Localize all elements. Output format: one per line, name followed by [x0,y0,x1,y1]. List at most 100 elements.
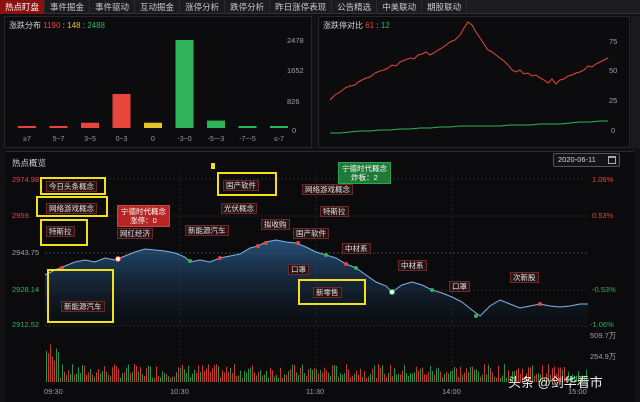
volume-bar [234,364,235,382]
calendar-icon[interactable] [608,156,616,164]
volume-bar [482,374,483,382]
tag-jinri-toutiao[interactable]: 今日头条概念 [46,181,97,192]
tab-6[interactable]: 昨日涨停表现 [270,0,333,14]
tag-wangluo-youxi[interactable]: 网络游戏概念 [46,203,97,214]
volume-bar [168,376,169,382]
volume-bar [314,368,315,382]
x-label-3: 14:00 [442,387,461,396]
volume-bar [380,367,381,382]
tag-acquisition[interactable]: 拟收购 [261,219,290,230]
volume-bar [558,367,559,382]
volume-bar [406,373,407,382]
main-title: 热点概览 [12,158,47,168]
tag-photovoltaic[interactable]: 光伏概念 [221,203,257,214]
tag-wanghong[interactable]: 网红经济 [117,228,153,239]
volume-bar [252,365,253,382]
tag-domestic-software-1[interactable]: 国产软件 [223,180,259,191]
volume-bar [450,371,451,382]
volume-bar [376,377,377,382]
volume-bar [190,377,191,382]
tag-mask-1[interactable]: 口罩 [288,264,309,275]
tag-catl-limit-up[interactable]: 宁德时代概念 涨停：0 [117,205,170,227]
volume-bar [172,376,173,382]
tag-mask-2[interactable]: 口罩 [449,281,470,292]
volume-bar [166,373,167,382]
volume-bar [334,365,335,382]
volume-bar [408,375,409,382]
y-left-2: 2943.75 [12,248,40,257]
tag-domestic-software-2[interactable]: 国产软件 [293,228,329,239]
tag-new-retail[interactable]: 新零售 [313,287,342,298]
volume-bar [302,364,303,382]
tag-zhongcai-2[interactable]: 中材系 [398,260,427,271]
volume-bar [286,374,287,382]
volume-bar [474,369,475,382]
sep: : [376,21,379,30]
volume-bar [142,374,143,382]
tab-8[interactable]: 中美联动 [377,0,423,14]
volume-bar [162,371,163,382]
updown-ytick-0: 2478 [287,36,304,45]
volume-bar [368,376,369,382]
volume-bar [120,377,121,382]
volume-bar [496,377,497,382]
tab-9[interactable]: 期股联动 [422,0,468,14]
volume-bar [372,368,373,382]
updown-xlabel-3: 0~3 [116,136,128,143]
volume-bar [288,371,289,382]
volume-bar [102,371,103,382]
tag-wangluo-youxi-2[interactable]: 网络游戏概念 [302,184,353,195]
tab-1[interactable]: 事件掘金 [45,0,91,14]
volume-bar [280,367,281,382]
volume-bar [76,373,77,382]
volume-bar [154,377,155,382]
volume-bar [94,376,95,382]
volume-bar [490,367,491,382]
date-picker[interactable]: 2020-06-11 [553,153,620,167]
highlight-box-left-2 [36,196,108,217]
volume-bar [466,368,467,382]
volume-bar [232,372,233,382]
updown-xlabel-6: -5~-3 [208,136,225,143]
tag-tesla-1[interactable]: 特斯拉 [46,226,75,237]
tag-new-energy-car-2[interactable]: 新能源汽车 [185,225,229,236]
tab-3[interactable]: 互动掘金 [135,0,181,14]
volume-bar [516,370,517,382]
volume-bar [352,375,353,382]
volume-bar [116,365,117,382]
volume-bar [106,371,107,382]
volume-bar [274,376,275,382]
volume-bar [170,377,171,382]
tab-5[interactable]: 跌停分析 [225,0,271,14]
volume-bar [448,373,449,382]
vertical-scrollbar[interactable] [631,16,640,148]
tab-0[interactable]: 热点盯盘 [0,0,46,14]
volume-bar [68,370,69,382]
volume-bar [198,365,199,382]
tag-new-energy-car-1[interactable]: 新能源汽车 [61,301,105,312]
volume-bar [90,368,91,382]
tab-4[interactable]: 涨停分析 [180,0,226,14]
volume-bar [556,373,557,382]
volume-bar [86,374,87,382]
volume-bar [294,364,295,382]
tab-2[interactable]: 事件驱动 [90,0,136,14]
volume-bar [384,373,385,382]
limit-title: 涨跌停对比 61 : 12 [323,20,390,31]
volume-bar [386,377,387,382]
volume-bar [580,376,581,382]
volume-bar [362,376,363,382]
tag-catl-broken[interactable]: 宁德时代概念 炸板：2 [338,162,391,184]
volume-bar [398,373,399,382]
volume-bar [46,350,47,382]
volume-bar [430,365,431,382]
volume-bar [584,375,585,382]
volume-bar [256,375,257,382]
volume-bar [204,371,205,382]
tab-7[interactable]: 公告精选 [332,0,378,14]
volume-bar [540,374,541,382]
volume-bar [410,373,411,382]
tag-zhongcai-1[interactable]: 中材系 [342,243,371,254]
tag-tesla-2[interactable]: 特斯拉 [320,206,349,217]
tag-new-stock[interactable]: 次新股 [510,272,539,283]
